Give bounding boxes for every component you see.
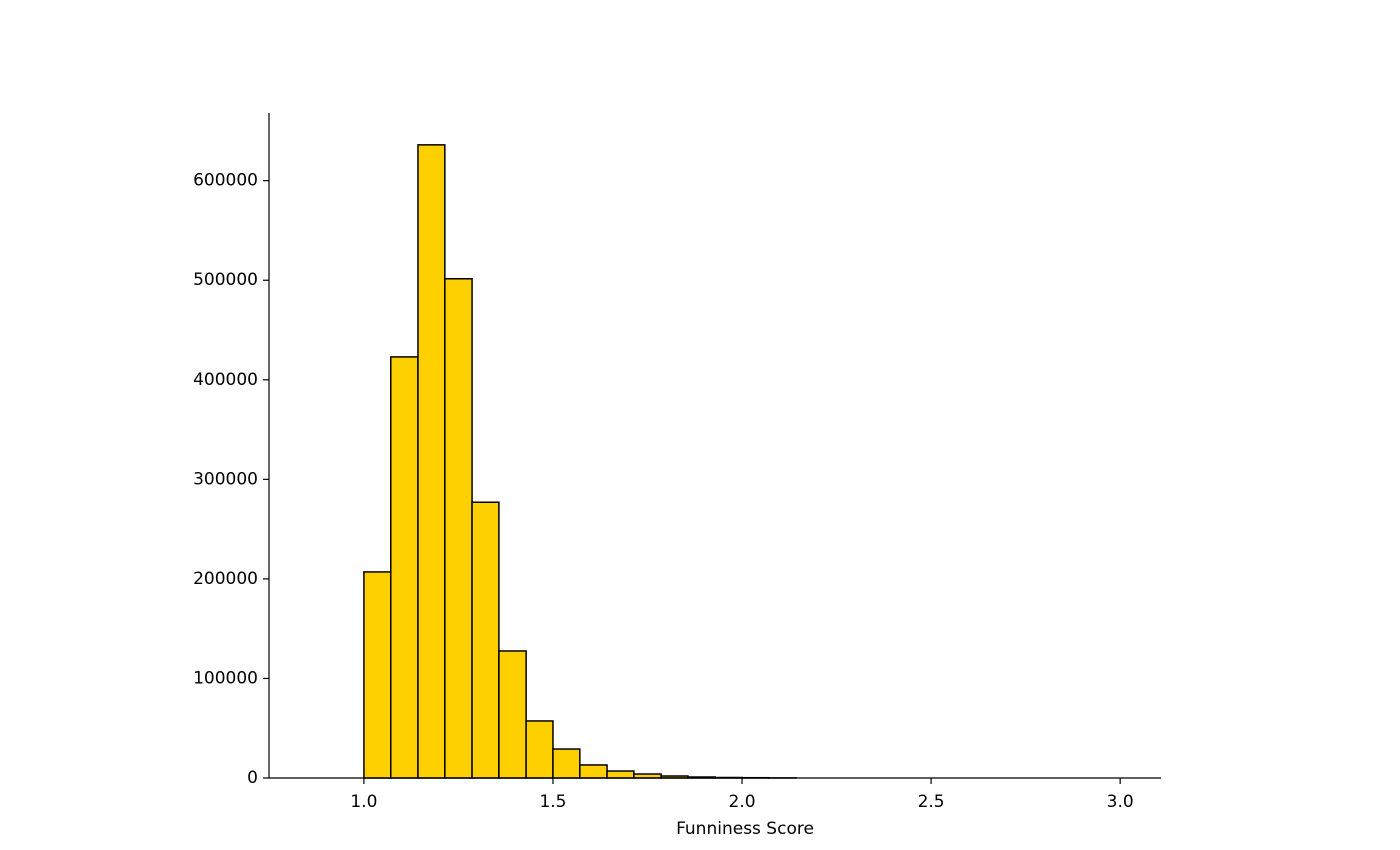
- y-tick-label: 600000: [193, 171, 258, 191]
- x-tick-label: 2.5: [918, 792, 945, 812]
- bar: [552, 748, 581, 779]
- y-tick-label: 500000: [193, 270, 258, 290]
- x-tick-label: 1.0: [350, 792, 377, 812]
- bar: [579, 764, 608, 779]
- y-tick-label: 100000: [193, 668, 258, 688]
- x-tick-label: 2.0: [729, 792, 756, 812]
- y-tick-label: 0: [247, 768, 258, 788]
- bar: [606, 770, 635, 779]
- bar: [363, 571, 392, 779]
- bar: [390, 356, 419, 779]
- x-axis-label: Funniness Score: [676, 819, 814, 839]
- bar: [417, 144, 446, 779]
- bar: [525, 720, 554, 779]
- bar: [444, 278, 473, 779]
- bar: [471, 501, 500, 779]
- x-tick-label: 1.5: [539, 792, 566, 812]
- y-tick-label: 200000: [193, 569, 258, 589]
- x-tick-label: 3.0: [1107, 792, 1134, 812]
- bar: [498, 650, 527, 779]
- y-tick-label: 300000: [193, 469, 258, 489]
- y-tick-label: 400000: [193, 370, 258, 390]
